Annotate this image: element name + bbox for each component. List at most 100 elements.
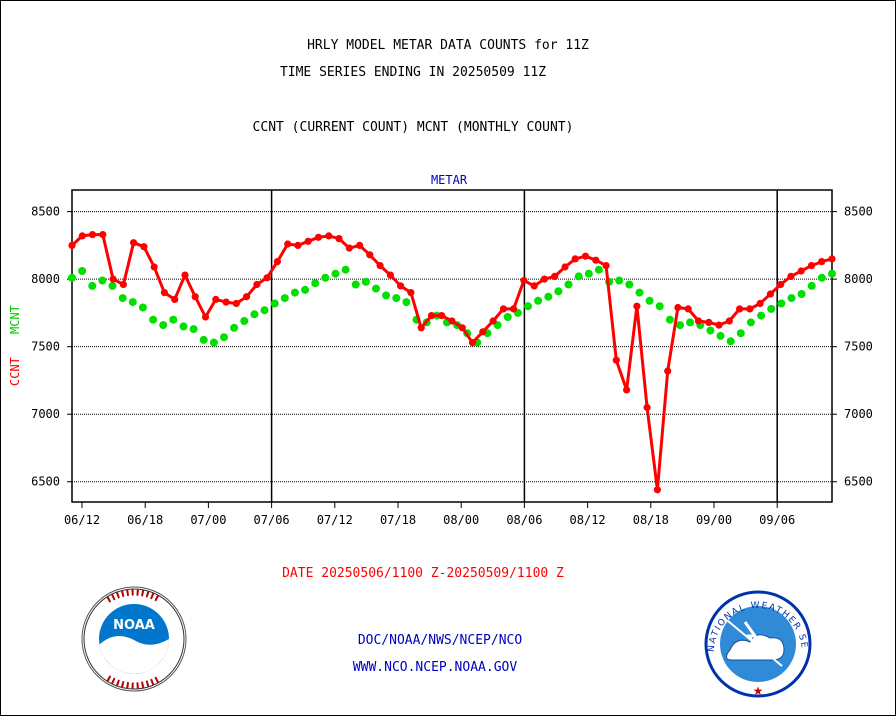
data-point xyxy=(665,315,674,324)
data-point xyxy=(777,280,785,289)
data-point xyxy=(108,281,117,290)
data-point xyxy=(128,298,137,307)
data-point xyxy=(68,241,76,249)
date-range: DATE 20250506/1100 Z-20250509/1100 Z xyxy=(282,566,564,581)
series-description: CCNT (CURRENT COUNT) MCNT (MONTHLY COUNT… xyxy=(252,120,574,135)
data-point xyxy=(270,299,279,308)
x-tick-label: 08/06 xyxy=(506,513,542,527)
data-point xyxy=(705,318,713,326)
data-point xyxy=(797,290,806,298)
x-tick-label: 08/12 xyxy=(570,513,606,527)
y-tick-label: 8000 xyxy=(844,272,873,286)
data-point xyxy=(725,317,733,325)
data-point xyxy=(361,277,370,286)
data-point xyxy=(382,291,391,300)
data-point xyxy=(345,244,353,252)
y-tick-label: 6500 xyxy=(31,475,60,489)
data-point xyxy=(561,263,569,271)
data-point xyxy=(386,271,394,279)
data-point xyxy=(98,276,107,285)
data-point xyxy=(130,239,138,247)
nws-logo-text: NATIONAL WEATHER SERVICE xyxy=(0,0,807,652)
series-ccnt xyxy=(68,231,836,494)
data-point xyxy=(807,281,816,290)
data-point xyxy=(571,255,579,263)
y-tick-label: 8000 xyxy=(31,272,60,286)
data-point xyxy=(757,311,766,320)
data-point xyxy=(159,321,168,330)
website-link[interactable]: WWW.NCO.NCEP.NOAA.GOV xyxy=(352,660,518,675)
chart-title-line2: TIME SERIES ENDING IN 20250509 11Z xyxy=(279,65,547,80)
nws-star-icon: ★ xyxy=(753,684,764,698)
x-tick-label: 09/06 xyxy=(759,513,795,527)
data-point xyxy=(78,267,87,275)
data-point xyxy=(509,305,518,313)
data-point xyxy=(171,295,179,303)
data-point xyxy=(828,269,836,278)
data-point xyxy=(787,272,795,280)
data-point xyxy=(335,235,343,243)
data-point xyxy=(581,252,590,260)
data-point xyxy=(623,386,631,394)
data-point xyxy=(766,290,775,298)
data-point xyxy=(119,280,127,289)
y-tick-label: 8500 xyxy=(844,205,873,219)
noaa-logo-text: NOAA xyxy=(113,618,155,633)
data-point xyxy=(716,331,725,340)
data-point xyxy=(499,305,507,313)
data-point xyxy=(99,231,107,239)
data-point xyxy=(828,255,836,263)
data-point xyxy=(149,315,158,324)
data-point xyxy=(417,324,425,332)
data-point xyxy=(240,317,249,325)
data-point xyxy=(674,303,682,312)
data-point xyxy=(407,289,415,297)
x-axis-ticks: 06/12 06/18 07/00 07/06 07/12 07/18 08/00 08/06… xyxy=(64,502,795,527)
data-point xyxy=(540,275,549,283)
data-point xyxy=(88,231,97,239)
data-point xyxy=(150,263,158,271)
data-point xyxy=(290,288,299,297)
data-point xyxy=(574,272,583,281)
data-point xyxy=(503,313,512,321)
data-point xyxy=(736,329,745,338)
data-point xyxy=(222,298,230,306)
data-point xyxy=(284,240,292,248)
data-point xyxy=(311,279,320,288)
data-point xyxy=(304,237,312,245)
data-point xyxy=(530,282,538,290)
data-point xyxy=(479,328,487,336)
y-tick-label: 7000 xyxy=(31,407,60,421)
data-point xyxy=(817,273,826,282)
data-point xyxy=(684,305,692,313)
data-point xyxy=(427,312,436,320)
grid-lines xyxy=(72,211,832,483)
data-point xyxy=(321,273,330,282)
y-tick-label: 7500 xyxy=(31,340,60,354)
data-point xyxy=(602,262,610,270)
data-point xyxy=(655,302,664,311)
x-tick-label: 07/18 xyxy=(380,513,416,527)
data-point xyxy=(448,317,456,325)
panel-title: METAR xyxy=(431,173,468,187)
data-point xyxy=(109,275,117,283)
y-axis-right: 6500 7000 7500 8000 8500 xyxy=(832,205,873,489)
data-point xyxy=(201,313,210,321)
data-point xyxy=(199,335,208,344)
data-point xyxy=(706,326,715,335)
data-point xyxy=(468,339,477,347)
data-point xyxy=(625,280,634,289)
data-point xyxy=(230,323,239,332)
data-point xyxy=(250,310,259,319)
y-label-mcnt: MCNT xyxy=(8,305,22,334)
data-point xyxy=(756,299,764,308)
data-point xyxy=(818,258,826,266)
data-point xyxy=(736,305,744,313)
data-point xyxy=(534,296,543,305)
data-point xyxy=(179,322,188,331)
data-point xyxy=(372,284,380,293)
data-point xyxy=(746,305,754,313)
noaa-logo: NOAA xyxy=(81,586,187,692)
x-tick-label: 06/12 xyxy=(64,513,100,527)
